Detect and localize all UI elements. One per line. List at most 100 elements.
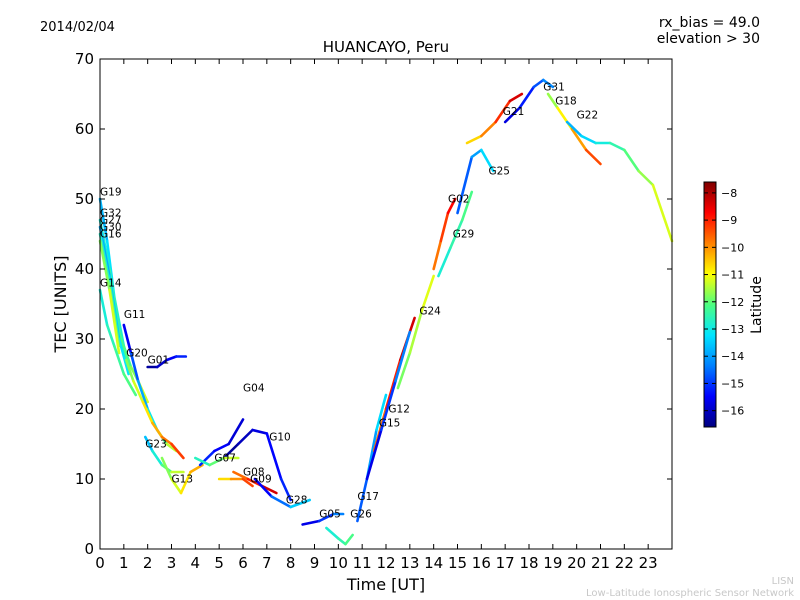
colorbar-label: Latitude	[749, 276, 765, 334]
prn-label-g23: G23	[145, 439, 167, 451]
x-tick-label: 13	[400, 554, 419, 572]
x-tick-label: 17	[496, 554, 515, 572]
colorbar-tick-label: −10	[721, 241, 744, 254]
x-tick-label: 3	[167, 554, 177, 572]
trace-g22	[608, 141, 626, 152]
trace-g10	[222, 442, 240, 460]
plot-area	[100, 59, 672, 549]
prn-label-g13: G13	[172, 474, 194, 486]
prn-label-g19: G19	[100, 187, 122, 199]
trace-g01	[155, 358, 169, 369]
x-tick-label: 19	[543, 554, 562, 572]
prn-label-g14: G14	[100, 278, 122, 290]
elevation-label: elevation > 30	[657, 31, 760, 47]
footer-network: Low-Latitude Ionospheric Sensor Network	[586, 588, 794, 599]
footer-lisn: LISN	[771, 576, 794, 587]
trace-g27	[98, 225, 111, 278]
prn-label-g27: G27	[100, 215, 122, 227]
trace-g04	[227, 418, 245, 446]
trace-g22	[623, 148, 640, 173]
y-tick-label: 40	[75, 260, 94, 278]
trace-g26	[325, 526, 340, 540]
prn-label-g10: G10	[269, 432, 291, 444]
y-tick-label: 70	[75, 50, 94, 68]
prn-label-g02: G02	[448, 194, 470, 206]
trace-g18	[570, 127, 588, 152]
x-tick-label: 21	[591, 554, 610, 572]
y-tick-label: 30	[75, 330, 94, 348]
prn-label-g32: G32	[100, 208, 122, 220]
trace-g11	[136, 379, 149, 411]
trace-g10	[251, 428, 269, 435]
trace-g32	[98, 218, 111, 271]
trace-g11	[129, 351, 140, 383]
trace-g13	[179, 470, 192, 495]
trace-g30	[98, 232, 111, 285]
trace-g18	[546, 92, 559, 110]
colorbar-tick-label: −14	[721, 350, 744, 363]
prn-label-g26: G26	[350, 509, 372, 521]
prn-label-g18: G18	[555, 96, 577, 108]
y-tick-label: 50	[75, 190, 94, 208]
prn-label-g20: G20	[126, 348, 148, 360]
prn-label-g30: G30	[100, 222, 122, 234]
trace-g15	[365, 428, 383, 481]
trace-g28	[270, 495, 292, 509]
trace-g15	[379, 379, 397, 432]
trace-g08	[241, 477, 254, 488]
colorbar	[703, 181, 717, 428]
colorbar-tick-label: −11	[721, 269, 744, 282]
trace-g11	[165, 442, 178, 453]
trace-g10	[236, 428, 254, 446]
trace-g07	[194, 456, 211, 467]
trace-g28	[253, 477, 273, 498]
colorbar-tick-label: −15	[721, 377, 744, 390]
trace-g28	[289, 498, 312, 509]
trace-g20	[124, 358, 135, 383]
trace-g25	[456, 155, 474, 215]
prn-label-g17: G17	[357, 491, 379, 503]
trace-g31	[503, 106, 521, 124]
prn-label-g15: G15	[379, 418, 401, 430]
trace-g19	[98, 197, 109, 243]
trace-g27	[117, 337, 130, 376]
trace-g20	[141, 400, 154, 425]
trace-g09	[232, 470, 250, 481]
x-tick-label: 2	[143, 554, 153, 572]
trace-g05	[317, 512, 335, 523]
trace-g24	[408, 309, 424, 355]
trace-g20	[151, 421, 164, 439]
trace-g05	[301, 519, 321, 526]
x-tick-label: 14	[424, 554, 443, 572]
x-tick-label: 22	[615, 554, 634, 572]
trace-g22	[651, 183, 674, 243]
trace-g31	[541, 78, 555, 89]
trace-g21	[465, 134, 483, 145]
trace-g29	[449, 218, 464, 250]
trace-g21	[494, 99, 512, 124]
colorbar-tick-label: −12	[721, 296, 744, 309]
trace-g26	[344, 533, 354, 546]
trace-g12	[384, 358, 402, 411]
tec-traces	[98, 78, 674, 546]
trace-g26	[337, 537, 347, 546]
trace-g24	[420, 274, 435, 313]
x-tick-label: 15	[448, 554, 467, 572]
y-axis-label: TEC [UNITS]	[51, 256, 70, 354]
trace-g23	[151, 449, 164, 467]
trace-g22	[565, 120, 583, 138]
prn-label-g22: G22	[577, 110, 599, 122]
prn-label-g07: G07	[214, 453, 236, 465]
trace-g07	[208, 456, 226, 467]
trace-g20	[132, 379, 145, 404]
colorbar-tick-label: −8	[721, 187, 737, 200]
trace-g29	[460, 190, 474, 222]
x-tick-label: 9	[310, 554, 320, 572]
prn-label-g24: G24	[419, 306, 441, 318]
trace-g17	[356, 477, 369, 523]
trace-g02	[432, 239, 443, 271]
x-axis: 0 1 2 3 4 5 6 7 8 9 10 11 12 13 14 15 16 17 18 19 20 21 22 23	[95, 59, 658, 572]
colorbar-ticks: −16 −15 −14 −13 −12 −11 −10 −9 −8	[704, 187, 744, 418]
